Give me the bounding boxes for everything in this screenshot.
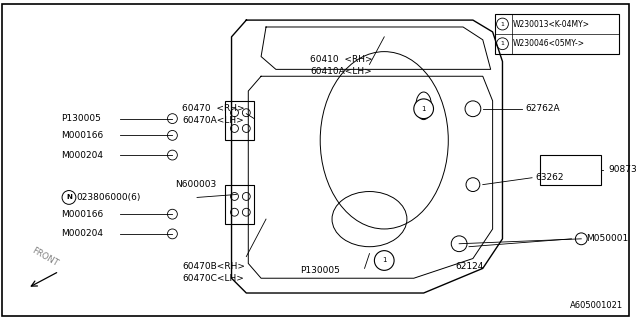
- Text: M000166: M000166: [61, 210, 103, 219]
- Circle shape: [497, 18, 508, 30]
- Circle shape: [168, 114, 177, 124]
- Circle shape: [497, 38, 508, 50]
- Text: M000166: M000166: [61, 131, 103, 140]
- Circle shape: [575, 233, 588, 245]
- Text: A605001021: A605001021: [570, 301, 623, 310]
- Circle shape: [465, 101, 481, 117]
- Text: 62124: 62124: [455, 262, 484, 271]
- Text: M050001: M050001: [586, 234, 628, 243]
- Bar: [540, 155, 601, 185]
- Text: 1: 1: [500, 41, 504, 46]
- Circle shape: [230, 208, 239, 216]
- Circle shape: [168, 150, 177, 160]
- Circle shape: [230, 124, 239, 132]
- Circle shape: [230, 193, 239, 200]
- Circle shape: [466, 178, 480, 192]
- Circle shape: [374, 251, 394, 270]
- Text: 023806000(6): 023806000(6): [77, 193, 141, 202]
- Text: 60470B<RH>: 60470B<RH>: [182, 262, 245, 271]
- Text: 60470  <RH>: 60470 <RH>: [182, 104, 245, 113]
- Text: 60410  <RH>: 60410 <RH>: [310, 55, 373, 64]
- Circle shape: [230, 109, 239, 117]
- Text: 60470A<LH>: 60470A<LH>: [182, 116, 244, 125]
- Circle shape: [168, 229, 177, 239]
- Text: 60410A<LH>: 60410A<LH>: [310, 67, 372, 76]
- Text: P130005: P130005: [301, 266, 340, 275]
- Ellipse shape: [416, 92, 431, 120]
- Circle shape: [243, 193, 250, 200]
- Circle shape: [243, 208, 250, 216]
- Text: P130005: P130005: [61, 114, 101, 123]
- Circle shape: [243, 124, 250, 132]
- Circle shape: [414, 99, 433, 119]
- Circle shape: [243, 109, 250, 117]
- Circle shape: [62, 190, 76, 204]
- Text: N600003: N600003: [175, 180, 216, 189]
- Text: 1: 1: [421, 106, 426, 112]
- Text: 1: 1: [500, 21, 504, 27]
- Text: 62762A: 62762A: [525, 104, 560, 113]
- Bar: [225, 185, 254, 224]
- Text: M000204: M000204: [61, 229, 103, 238]
- Circle shape: [168, 131, 177, 140]
- Text: FRONT: FRONT: [31, 246, 60, 268]
- Text: 60470C<LH>: 60470C<LH>: [182, 274, 244, 283]
- Bar: [495, 14, 619, 53]
- Circle shape: [168, 209, 177, 219]
- Bar: [225, 101, 254, 140]
- Circle shape: [451, 236, 467, 252]
- Text: M000204: M000204: [61, 151, 103, 160]
- Text: N: N: [66, 195, 72, 200]
- Text: W230013<K-04MY>: W230013<K-04MY>: [513, 20, 589, 28]
- Text: 1: 1: [382, 258, 387, 263]
- Text: 90873: 90873: [608, 165, 637, 174]
- Text: 63262: 63262: [535, 173, 563, 182]
- Text: W230046<05MY->: W230046<05MY->: [513, 39, 584, 48]
